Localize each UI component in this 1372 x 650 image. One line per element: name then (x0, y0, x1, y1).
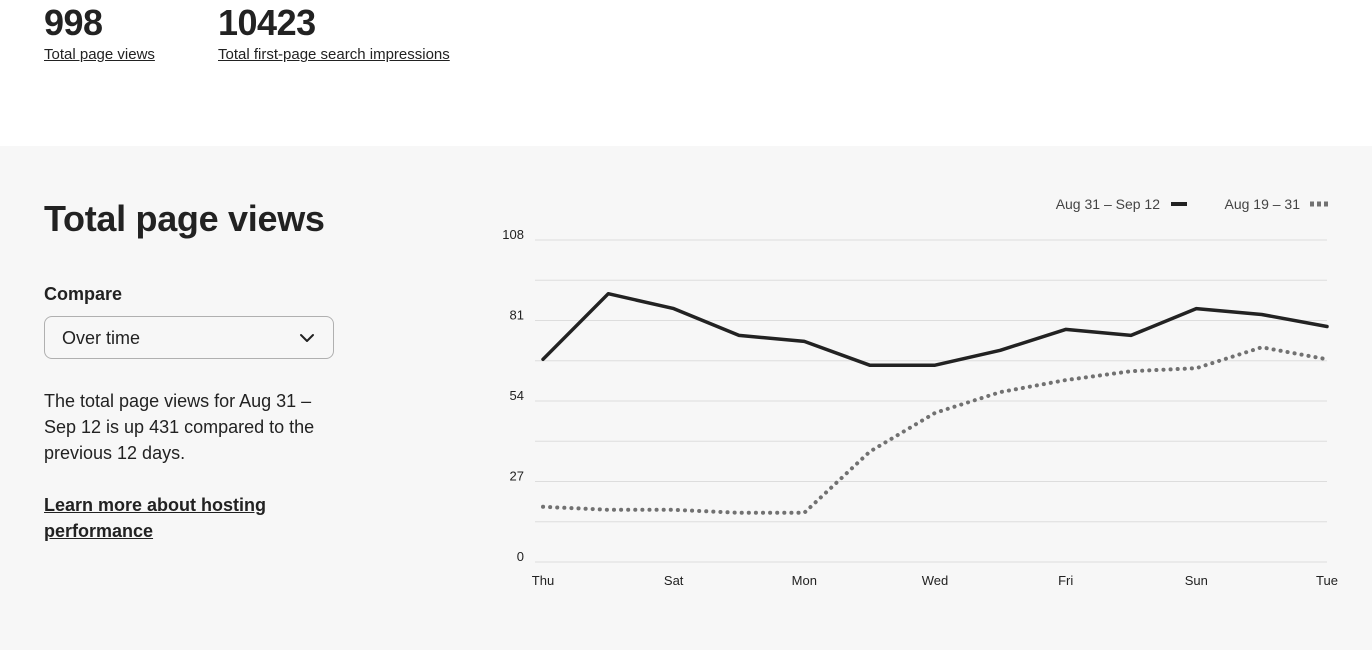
legend-label-current: Aug 31 – Sep 12 (1056, 196, 1161, 212)
x-tick-label: Fri (1058, 573, 1073, 588)
x-tick-label: Tue (1316, 573, 1338, 588)
y-tick-label: 27 (510, 469, 524, 484)
page-views-line-chart: 0 27 54 81 108 Thu Sat Mon Wed Fri Sun Tue Aug 31 – … (502, 196, 1338, 588)
stat-total-page-views: 998 Total page views (44, 0, 155, 64)
chevron-down-icon (300, 334, 314, 342)
page-views-panel: Total page views Compare Over time The t… (0, 146, 1372, 650)
stat-label-link[interactable]: Total first-page search impressions (218, 46, 450, 63)
y-tick-label: 108 (502, 227, 524, 242)
x-tick-label: Sun (1185, 573, 1208, 588)
learn-more-link[interactable]: Learn more about hosting performance (44, 495, 267, 541)
compare-select-value: Over time (62, 328, 141, 348)
compare-select[interactable]: Over time (44, 316, 334, 359)
panel-title: Total page views (44, 198, 325, 239)
y-tick-label: 0 (517, 549, 524, 564)
series-line-previous (541, 345, 1329, 515)
legend-label-previous: Aug 19 – 31 (1224, 196, 1300, 212)
series-line-current (541, 291, 1329, 367)
comparison-description: The total page views for Aug 31 – Sep 12… (44, 391, 315, 463)
stat-label-link[interactable]: Total page views (44, 46, 155, 63)
y-tick-label: 54 (510, 388, 524, 403)
compare-label: Compare (44, 284, 123, 304)
summary-stats: 998 Total page views 10423 Total first-p… (0, 0, 1372, 146)
x-tick-label: Thu (532, 573, 554, 588)
x-tick-label: Mon (792, 573, 817, 588)
x-tick-label: Sat (664, 573, 684, 588)
y-tick-label: 81 (510, 308, 524, 323)
stat-value: 10423 (218, 2, 316, 43)
x-tick-label: Wed (922, 573, 949, 588)
stat-value: 998 (44, 2, 103, 43)
stat-search-impressions: 10423 Total first-page search impression… (218, 0, 450, 64)
